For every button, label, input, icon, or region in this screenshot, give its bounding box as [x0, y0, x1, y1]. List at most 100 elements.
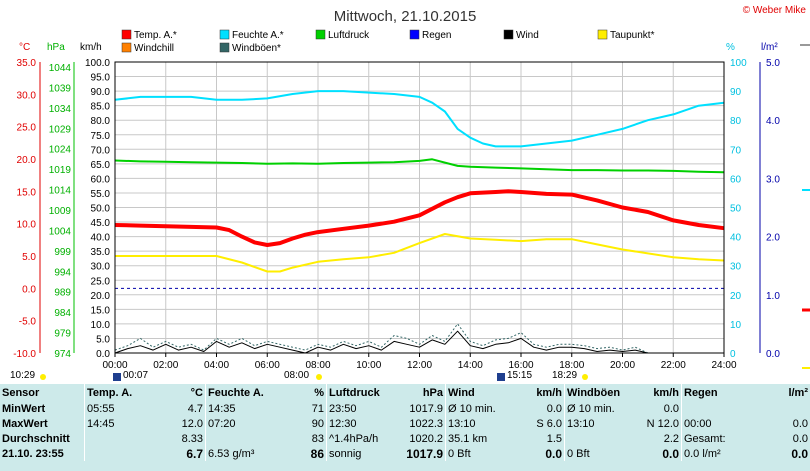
- table-cell: 6.53 g/m³: [205, 446, 280, 461]
- pressure-tick-label: 1014: [49, 186, 72, 197]
- series-line-feuchte-a: [114, 90, 725, 148]
- table-cell: 0.0: [792, 432, 808, 445]
- pressure-tick-label: 1009: [49, 206, 72, 217]
- weather-chart: Mittwoch, 21.10.2015 © Weber Mike °C hPa…: [13, 5, 810, 371]
- header-gust-unit: km/h: [653, 386, 679, 399]
- row-label: Durchschnitt: [2, 432, 70, 445]
- temp-tick-label: 30.0: [17, 90, 37, 101]
- table-cell: 1.5: [546, 432, 562, 445]
- row-label: 21.10. 23:55: [2, 447, 64, 460]
- x-tick-label: 16:00: [508, 360, 533, 371]
- header-wind: Wind: [445, 384, 510, 401]
- moon-icon-2: [497, 373, 505, 381]
- table-cell: 1017.9: [406, 446, 443, 461]
- legend-swatch: [597, 29, 608, 40]
- humidity-tick-label: 40: [730, 233, 742, 244]
- table-cell: 0.0 l/m²: [681, 446, 746, 461]
- table-cell: 1017.9: [409, 402, 443, 415]
- humidity-tick-label: 70: [730, 145, 742, 156]
- humidity-tick-label: 50: [730, 204, 742, 215]
- pressure-tick-label: 1044: [49, 63, 72, 74]
- radiation-tick-label: 5.0: [766, 58, 780, 69]
- temp-tick-label: 10.0: [17, 220, 37, 231]
- header-pressure: Luftdruck: [326, 384, 393, 401]
- radiation-tick-label: 4.0: [766, 116, 780, 127]
- pressure-tick-label: 994: [54, 267, 71, 278]
- pressure-tick-label: 1029: [49, 124, 72, 135]
- table-cell: 2.2: [663, 432, 679, 445]
- pressure-tick-label: 1024: [49, 145, 72, 156]
- legend-swatch: [219, 42, 230, 53]
- chart-title: Mittwoch, 21.10.2015: [334, 8, 477, 25]
- temp-tick-label: 5.0: [22, 252, 36, 263]
- temp-tick-label: 20.0: [17, 155, 37, 166]
- legend-swatch: [503, 29, 514, 40]
- table-row: Durchschnitt 8.33 83 ^1.4hPa/h 1020.2 35…: [0, 431, 810, 446]
- table-cell: 0.0: [792, 417, 808, 430]
- table-cell: [746, 401, 810, 416]
- table-cell: 0.0: [545, 446, 562, 461]
- wind-tick-label: 30.0: [91, 262, 111, 273]
- wind-tick-label: 5.0: [96, 334, 110, 345]
- pressure-tick-label: 999: [54, 247, 71, 258]
- series-line-luftdruck: [114, 158, 725, 174]
- table-cell: 8.33: [181, 432, 203, 445]
- table-cell: 23:50: [326, 401, 393, 416]
- series-line-windb-en: [114, 323, 649, 354]
- x-tick-label: 22:00: [661, 360, 686, 371]
- radiation-tick-label: 1.0: [766, 291, 780, 302]
- pressure-tick-label: 1004: [49, 226, 72, 237]
- table-cell: 90: [311, 417, 324, 430]
- wind-tick-label: 55.0: [91, 189, 111, 200]
- header-temp: Temp. A.: [84, 384, 151, 401]
- humidity-tick-label: 80: [730, 116, 742, 127]
- table-cell: 12.0: [181, 417, 203, 430]
- table-cell: 05:55: [84, 401, 151, 416]
- series-line-taupunkt: [115, 233, 725, 273]
- legend: Temp. A.* Feuchte A.* Luftdruck Regen Wind Ta…: [121, 29, 655, 54]
- table-cell: 0 Bft: [445, 446, 510, 461]
- series-line-wind: [114, 330, 649, 354]
- table-cell: [564, 431, 629, 446]
- humidity-tick-label: 0: [730, 349, 736, 360]
- sunset-time: 18:29: [552, 370, 578, 381]
- pressure-unit-label: hPa: [47, 42, 65, 53]
- temp-tick-label: 25.0: [17, 123, 37, 134]
- legend-swatch: [315, 29, 326, 40]
- wind-tick-label: 80.0: [91, 116, 111, 127]
- legend-label: Feuchte A.*: [232, 30, 284, 41]
- pressure-tick-label: 984: [54, 308, 71, 319]
- axis-ticks: 00:00 02:00 04:00 06:00 08:00 10:00 12:00 14:00…: [13, 58, 780, 371]
- legend-swatch: [121, 29, 132, 40]
- moon-time-2: 15:15: [507, 370, 533, 381]
- table-cell: 12:30: [326, 416, 393, 431]
- wind-tick-label: 10.0: [91, 320, 111, 331]
- sunrise-time-left: 10:29: [10, 370, 36, 381]
- wind-tick-label: 70.0: [91, 145, 111, 156]
- table-cell: 0.0: [663, 402, 679, 415]
- radiation-tick-label: 2.0: [766, 233, 780, 244]
- table-cell: ^1.4hPa/h: [326, 431, 393, 446]
- wind-tick-label: 95.0: [91, 73, 111, 84]
- temp-tick-label: -5.0: [19, 317, 37, 328]
- header-rain: Regen: [681, 384, 746, 401]
- legend-swatch: [121, 42, 132, 53]
- table-cell: 1022.3: [409, 417, 443, 430]
- wind-tick-label: 60.0: [91, 174, 111, 185]
- table-cell: 86: [310, 446, 324, 461]
- grid: [115, 62, 724, 353]
- x-tick-label: 14:00: [458, 360, 483, 371]
- table-cell: S 6.0: [536, 417, 562, 430]
- x-tick-label: 18:00: [559, 360, 584, 371]
- x-tick-label: 10:00: [356, 360, 381, 371]
- wind-tick-label: 45.0: [91, 218, 111, 229]
- wind-tick-label: 65.0: [91, 160, 111, 171]
- header-sensor: Sensor: [2, 386, 40, 399]
- table-cell: 13:10: [445, 416, 510, 431]
- x-tick-label: 08:00: [305, 360, 330, 371]
- header-rain-unit: l/m²: [788, 386, 808, 399]
- table-cell: [681, 401, 746, 416]
- pressure-tick-label: 979: [54, 329, 71, 340]
- wind-tick-label: 15.0: [91, 305, 111, 316]
- legend-label: Wind: [516, 30, 539, 41]
